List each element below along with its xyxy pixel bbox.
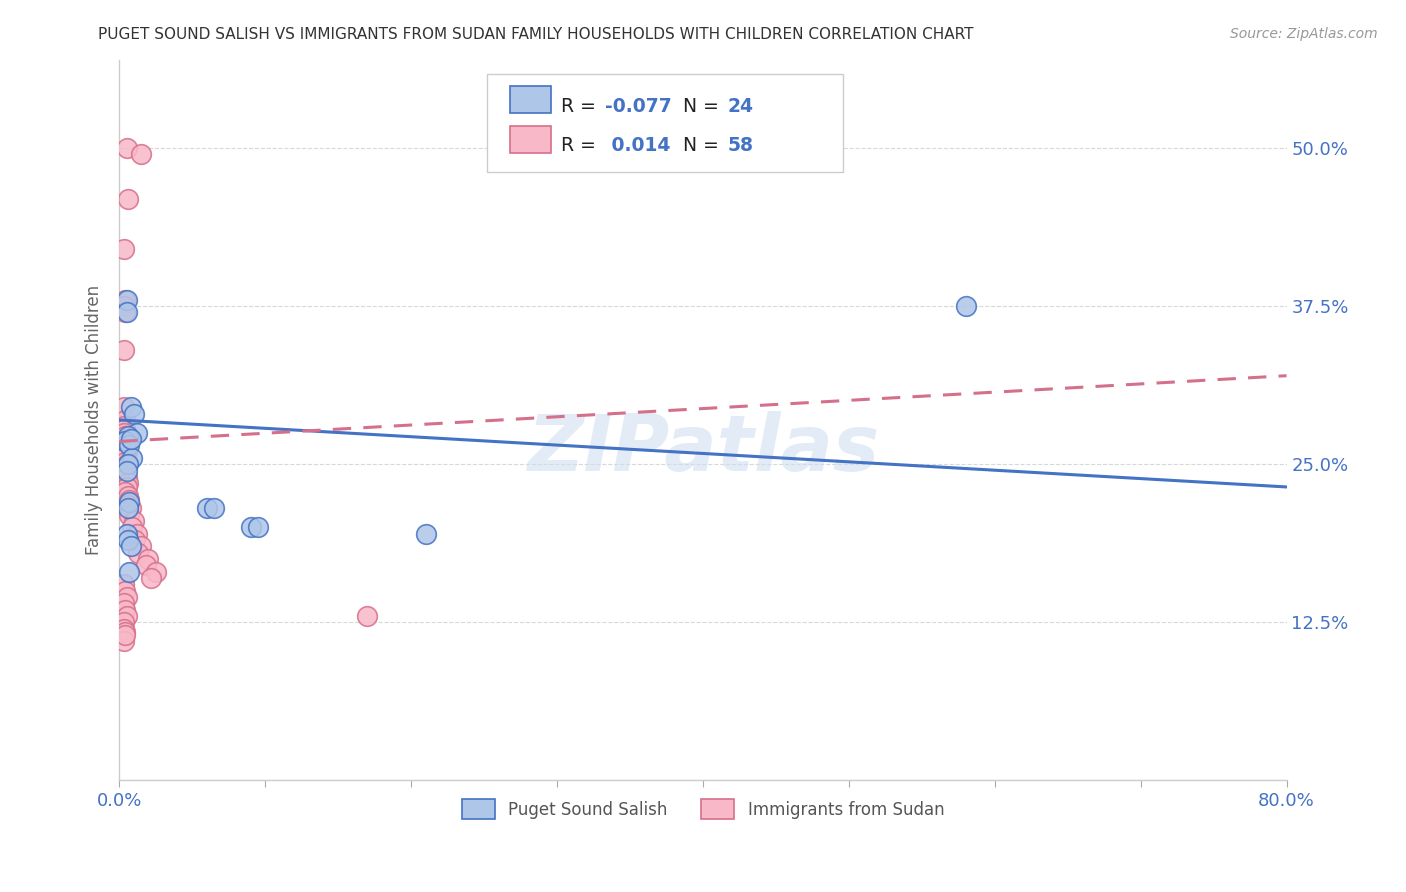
Point <box>138 552 160 566</box>
Point <box>415 526 437 541</box>
Point <box>112 299 135 313</box>
Point <box>118 508 141 522</box>
Point <box>114 438 136 452</box>
Point <box>112 596 135 610</box>
Legend: Puget Sound Salish, Immigrants from Sudan: Puget Sound Salish, Immigrants from Suda… <box>456 792 950 826</box>
Point <box>115 480 138 494</box>
Point <box>112 467 135 482</box>
Point <box>114 628 136 642</box>
Point <box>120 401 142 415</box>
Point <box>127 546 149 560</box>
Point <box>115 432 138 446</box>
Point <box>114 602 136 616</box>
Point <box>114 434 136 449</box>
Point <box>114 422 136 436</box>
Point <box>114 485 136 500</box>
Point <box>112 459 135 474</box>
Point <box>195 501 218 516</box>
Text: 24: 24 <box>727 96 754 116</box>
Point <box>117 192 139 206</box>
Point <box>141 571 163 585</box>
Text: R =: R = <box>561 136 602 155</box>
Point <box>125 526 148 541</box>
Point <box>121 450 143 465</box>
Point <box>118 565 141 579</box>
Text: R =: R = <box>561 96 602 116</box>
Point <box>114 463 136 477</box>
Point <box>118 492 141 507</box>
Point <box>112 615 135 630</box>
Point <box>112 577 135 591</box>
Point <box>145 565 167 579</box>
Text: N =: N = <box>683 96 725 116</box>
Point <box>115 463 138 477</box>
Point <box>114 455 136 469</box>
Point <box>114 625 136 640</box>
Point <box>114 305 136 319</box>
Point <box>115 305 138 319</box>
Point <box>120 432 142 446</box>
Point <box>117 501 139 516</box>
Point <box>118 438 141 452</box>
Point <box>120 501 142 516</box>
Point <box>114 293 136 307</box>
Point <box>129 147 152 161</box>
Point <box>239 520 262 534</box>
Point <box>112 419 135 434</box>
Point <box>202 501 225 516</box>
Point <box>124 533 146 547</box>
Point <box>356 609 378 624</box>
Point <box>112 622 135 636</box>
Text: PUGET SOUND SALISH VS IMMIGRANTS FROM SUDAN FAMILY HOUSEHOLDS WITH CHILDREN CORR: PUGET SOUND SALISH VS IMMIGRANTS FROM SU… <box>98 27 974 42</box>
Point <box>117 498 139 512</box>
Text: ZIPatlas: ZIPatlas <box>527 411 879 487</box>
Point <box>115 526 138 541</box>
Point <box>112 343 135 358</box>
Point <box>117 533 139 547</box>
Point <box>117 429 139 443</box>
Text: Source: ZipAtlas.com: Source: ZipAtlas.com <box>1230 27 1378 41</box>
Text: 0.014: 0.014 <box>605 136 671 155</box>
Point <box>112 425 135 440</box>
Point <box>114 583 136 598</box>
Point <box>115 609 138 624</box>
Point <box>115 470 138 484</box>
Point <box>955 299 977 313</box>
Point <box>117 457 139 471</box>
Point <box>246 520 269 534</box>
Point <box>115 141 138 155</box>
Point <box>112 401 135 415</box>
FancyBboxPatch shape <box>486 74 844 172</box>
Text: 58: 58 <box>727 136 754 155</box>
Point <box>115 457 138 471</box>
Point <box>118 495 141 509</box>
Point <box>114 472 136 486</box>
Point <box>117 476 139 491</box>
Point <box>114 447 136 461</box>
Point <box>135 558 157 573</box>
Point <box>112 634 135 648</box>
Point <box>122 514 145 528</box>
Point <box>122 407 145 421</box>
Point <box>112 434 135 449</box>
Point <box>115 293 138 307</box>
Y-axis label: Family Households with Children: Family Households with Children <box>86 285 103 555</box>
Text: N =: N = <box>683 136 725 155</box>
Point <box>115 590 138 604</box>
Point <box>129 540 152 554</box>
Point <box>112 442 135 456</box>
Point <box>125 425 148 440</box>
Point <box>120 540 142 554</box>
Point <box>112 242 135 256</box>
Bar <box>510 86 551 113</box>
Point <box>115 444 138 458</box>
Bar <box>510 126 551 153</box>
Point <box>121 520 143 534</box>
Point <box>117 489 139 503</box>
Point <box>114 413 136 427</box>
Point <box>114 429 136 443</box>
Text: -0.077: -0.077 <box>605 96 672 116</box>
Point <box>112 450 135 465</box>
